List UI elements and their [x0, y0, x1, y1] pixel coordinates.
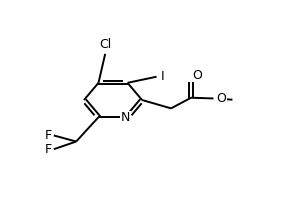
Text: F: F: [45, 143, 52, 156]
Text: F: F: [45, 129, 52, 142]
Text: O: O: [192, 69, 202, 82]
Text: I: I: [160, 70, 164, 83]
Text: N: N: [121, 111, 130, 124]
Text: Cl: Cl: [99, 38, 111, 51]
Text: O: O: [217, 92, 226, 105]
